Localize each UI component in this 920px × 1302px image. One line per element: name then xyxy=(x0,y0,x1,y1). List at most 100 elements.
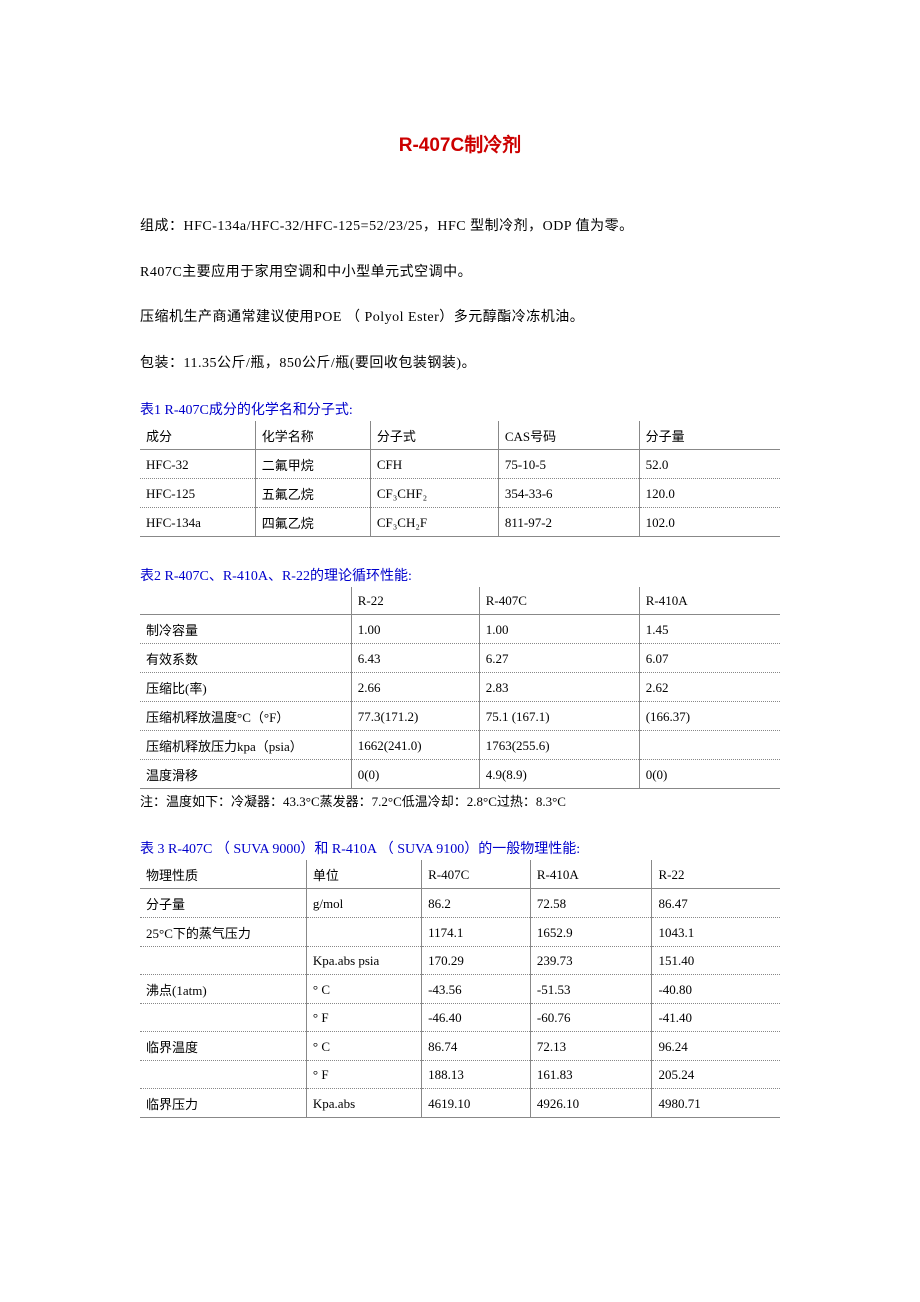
cell: HFC-125 xyxy=(140,479,255,508)
table-row: HFC-125 五氟乙烷 CF₃CHF₂ 354-33-6 120.0 xyxy=(140,479,780,508)
cell: 压缩机释放温度°C（°F） xyxy=(140,702,351,731)
cell: 354-33-6 xyxy=(498,479,639,508)
cell: 二氟甲烷 xyxy=(255,450,370,479)
table2: R-22 R-407C R-410A 制冷容量 1.00 1.00 1.45 有… xyxy=(140,587,780,789)
cell: ° F xyxy=(306,1004,421,1032)
intro-paragraph-1: 组成：HFC-134a/HFC-32/HFC-125=52/23/25，HFC … xyxy=(140,217,780,237)
table1-body: HFC-32 二氟甲烷 CFH 75-10-5 52.0 HFC-125 五氟乙… xyxy=(140,450,780,537)
cell: 6.27 xyxy=(479,644,639,673)
table3-h2: R-407C xyxy=(422,860,531,889)
table-row: ° F 188.13 161.83 205.24 xyxy=(140,1061,780,1089)
table2-header-row: R-22 R-407C R-410A xyxy=(140,587,780,615)
cell: Kpa.abs xyxy=(306,1089,421,1118)
cell: 4980.71 xyxy=(652,1089,780,1118)
cell: 4926.10 xyxy=(530,1089,652,1118)
table2-head: R-22 R-407C R-410A xyxy=(140,587,780,615)
cell xyxy=(140,1061,306,1089)
cell: HFC-134a xyxy=(140,508,255,537)
cell: 77.3(171.2) xyxy=(351,702,479,731)
cell: 96.24 xyxy=(652,1032,780,1061)
cell: 86.74 xyxy=(422,1032,531,1061)
cell: 1763(255.6) xyxy=(479,731,639,760)
table1-h1: 化学名称 xyxy=(255,421,370,450)
table3-caption: 表 3 R-407C （ SUVA 9000）和 R-410A （ SUVA 9… xyxy=(140,838,780,858)
table-row: 分子量 g/mol 86.2 72.58 86.47 xyxy=(140,889,780,918)
cell: 1.00 xyxy=(351,615,479,644)
cell: 1.00 xyxy=(479,615,639,644)
cell: 75-10-5 xyxy=(498,450,639,479)
cell: ° F xyxy=(306,1061,421,1089)
cell: 1.45 xyxy=(639,615,780,644)
cell: 161.83 xyxy=(530,1061,652,1089)
table2-h2: R-407C xyxy=(479,587,639,615)
table-row: 温度滑移 0(0) 4.9(8.9) 0(0) xyxy=(140,760,780,789)
cell: ° C xyxy=(306,1032,421,1061)
cell: 151.40 xyxy=(652,947,780,975)
cell: 170.29 xyxy=(422,947,531,975)
table-row: 临界压力 Kpa.abs 4619.10 4926.10 4980.71 xyxy=(140,1089,780,1118)
document-page: R-407C制冷剂 组成：HFC-134a/HFC-32/HFC-125=52/… xyxy=(0,0,920,1206)
table2-note: 注：温度如下：冷凝器：43.3°C蒸发器：7.2°C低温冷却：2.8°C过热：8… xyxy=(140,791,780,810)
cell: 沸点(1atm) xyxy=(140,975,306,1004)
table2-block: 表2 R-407C、R-410A、R-22的理论循环性能: R-22 R-407… xyxy=(140,565,780,810)
table-row: ° F -46.40 -60.76 -41.40 xyxy=(140,1004,780,1032)
cell: HFC-32 xyxy=(140,450,255,479)
table3-header-row: 物理性质 单位 R-407C R-410A R-22 xyxy=(140,860,780,889)
intro-paragraph-3: 压缩机生产商通常建议使用POE （ Polyol Ester）多元醇酯冷冻机油。 xyxy=(140,308,780,328)
intro-paragraph-4: 包装：11.35公斤/瓶，850公斤/瓶(要回收包装钢装)。 xyxy=(140,354,780,374)
cell: 2.83 xyxy=(479,673,639,702)
cell: 239.73 xyxy=(530,947,652,975)
cell xyxy=(140,947,306,975)
table-row: 压缩机释放压力kpa（psia） 1662(241.0) 1763(255.6) xyxy=(140,731,780,760)
cell xyxy=(140,1004,306,1032)
cell: 2.62 xyxy=(639,673,780,702)
cell: 6.43 xyxy=(351,644,479,673)
cell: 86.2 xyxy=(422,889,531,918)
table1: 成分 化学名称 分子式 CAS号码 分子量 HFC-32 二氟甲烷 CFH 75… xyxy=(140,421,780,537)
table1-block: 表1 R-407C成分的化学名和分子式: 成分 化学名称 分子式 CAS号码 分… xyxy=(140,399,780,537)
cell: 75.1 (167.1) xyxy=(479,702,639,731)
table3-h4: R-22 xyxy=(652,860,780,889)
cell: 205.24 xyxy=(652,1061,780,1089)
table-row: 有效系数 6.43 6.27 6.07 xyxy=(140,644,780,673)
table-row: 临界温度 ° C 86.74 72.13 96.24 xyxy=(140,1032,780,1061)
cell: 2.66 xyxy=(351,673,479,702)
table3: 物理性质 单位 R-407C R-410A R-22 分子量 g/mol 86.… xyxy=(140,860,780,1118)
cell: 0(0) xyxy=(351,760,479,789)
table2-body: 制冷容量 1.00 1.00 1.45 有效系数 6.43 6.27 6.07 … xyxy=(140,615,780,789)
cell: 临界压力 xyxy=(140,1089,306,1118)
cell: 0(0) xyxy=(639,760,780,789)
table2-h1: R-22 xyxy=(351,587,479,615)
cell: 52.0 xyxy=(639,450,780,479)
table3-body: 分子量 g/mol 86.2 72.58 86.47 25°C下的蒸气压力 11… xyxy=(140,889,780,1118)
cell: 188.13 xyxy=(422,1061,531,1089)
table2-h0 xyxy=(140,587,351,615)
table-row: 制冷容量 1.00 1.00 1.45 xyxy=(140,615,780,644)
table3-block: 表 3 R-407C （ SUVA 9000）和 R-410A （ SUVA 9… xyxy=(140,838,780,1118)
cell: 25°C下的蒸气压力 xyxy=(140,918,306,947)
cell: 4.9(8.9) xyxy=(479,760,639,789)
table2-h3: R-410A xyxy=(639,587,780,615)
cell: 1174.1 xyxy=(422,918,531,947)
cell: 72.13 xyxy=(530,1032,652,1061)
table3-head: 物理性质 单位 R-407C R-410A R-22 xyxy=(140,860,780,889)
cell: 四氟乙烷 xyxy=(255,508,370,537)
table-row: 压缩比(率) 2.66 2.83 2.62 xyxy=(140,673,780,702)
cell: 临界温度 xyxy=(140,1032,306,1061)
cell: 压缩比(率) xyxy=(140,673,351,702)
cell: 72.58 xyxy=(530,889,652,918)
table3-h3: R-410A xyxy=(530,860,652,889)
cell: 五氟乙烷 xyxy=(255,479,370,508)
cell: 分子量 xyxy=(140,889,306,918)
cell: Kpa.abs psia xyxy=(306,947,421,975)
table1-head: 成分 化学名称 分子式 CAS号码 分子量 xyxy=(140,421,780,450)
cell: CF₃CHF₂ xyxy=(370,479,498,508)
cell xyxy=(306,918,421,947)
cell: 120.0 xyxy=(639,479,780,508)
table-row: 压缩机释放温度°C（°F） 77.3(171.2) 75.1 (167.1) (… xyxy=(140,702,780,731)
cell: CFH xyxy=(370,450,498,479)
cell xyxy=(639,731,780,760)
table-row: Kpa.abs psia 170.29 239.73 151.40 xyxy=(140,947,780,975)
page-title: R-407C制冷剂 xyxy=(140,130,780,157)
cell: g/mol xyxy=(306,889,421,918)
